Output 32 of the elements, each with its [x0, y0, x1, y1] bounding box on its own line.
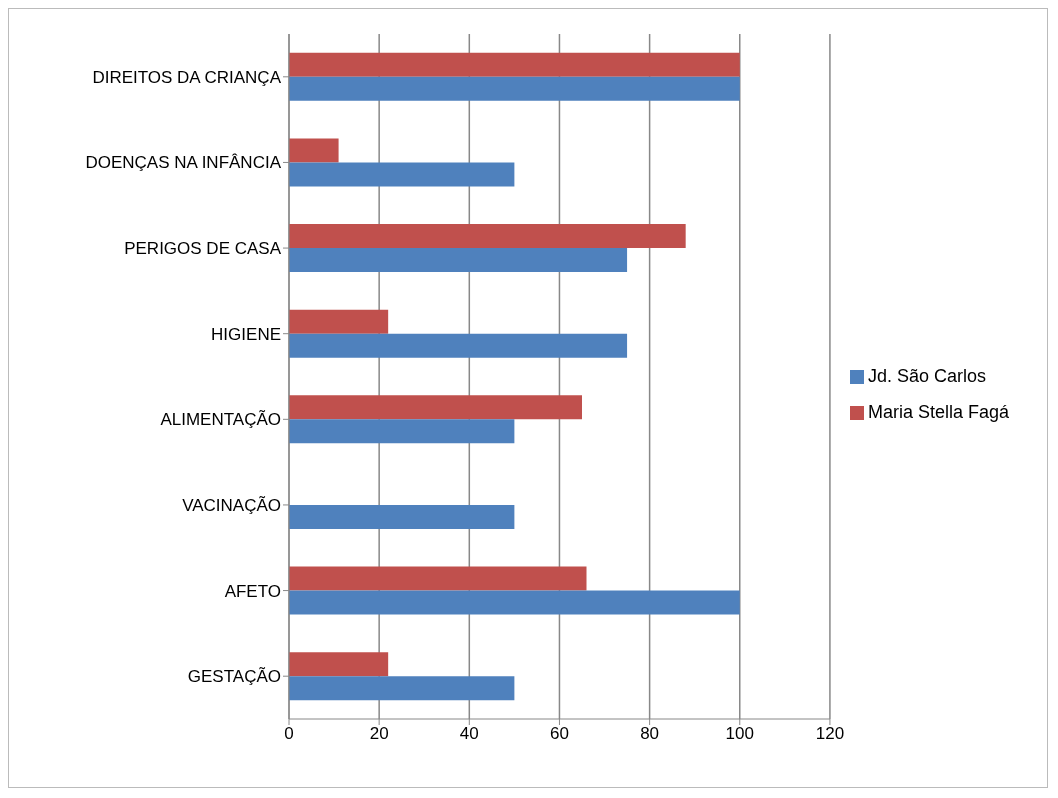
bar	[289, 333, 628, 358]
x-tick-label: 120	[815, 724, 845, 744]
bar	[289, 590, 740, 615]
x-tick-label: 100	[725, 724, 754, 744]
bar	[289, 76, 740, 101]
y-tick-label: DOENÇAS NA INFÂNCIA	[85, 153, 282, 173]
bar	[289, 652, 389, 677]
bar	[289, 248, 628, 273]
y-tick-label: HIGIENE	[211, 324, 281, 344]
bar	[289, 504, 515, 529]
x-tick-label: 80	[640, 724, 660, 744]
x-tick-label: 40	[459, 724, 479, 744]
legend-label: Maria Stella Fagá	[867, 402, 1009, 422]
bar	[289, 138, 339, 163]
y-tick-label: PERIGOS DE CASA	[124, 239, 282, 259]
bar	[289, 224, 686, 249]
x-tick-label: 60	[550, 724, 569, 744]
y-tick-label: GESTAÇÃO	[187, 667, 281, 687]
legend-label: Jd. São Carlos	[867, 366, 986, 386]
bar	[289, 52, 740, 77]
bar	[289, 566, 587, 591]
bar	[289, 395, 582, 420]
y-tick-label: VACINAÇÃO	[182, 495, 281, 515]
bar	[289, 676, 515, 701]
bar	[289, 309, 389, 334]
bar	[289, 162, 515, 187]
y-tick-label: ALIMENTAÇÃO	[160, 410, 281, 430]
bar	[289, 419, 515, 444]
x-tick-label: 0	[284, 724, 294, 744]
y-tick-label: AFETO	[224, 581, 281, 601]
x-tick-label: 20	[369, 724, 389, 744]
y-tick-label: DIREITOS DA CRIANÇA	[92, 67, 282, 87]
